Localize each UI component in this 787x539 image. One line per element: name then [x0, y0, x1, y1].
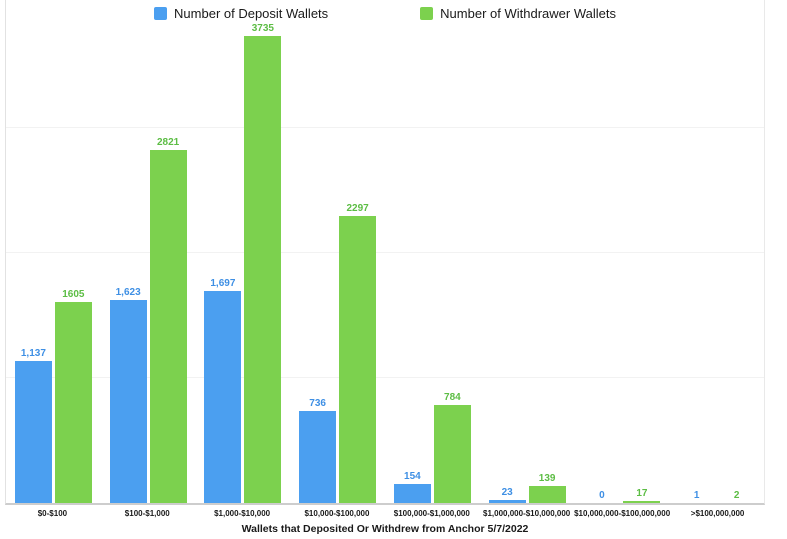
- bar-value-label: 0: [599, 490, 605, 501]
- plot-area: 1,137 1605 1,623 2821 1,697 3735 736 2297 154 784…: [5, 0, 765, 505]
- legend-item-deposit: Number of Deposit Wallets: [154, 6, 328, 21]
- deposit-bar-column: 1,137: [14, 348, 52, 503]
- bar-group: 1,137 1605: [6, 0, 101, 503]
- gridline: [6, 377, 764, 378]
- deposit-bar: [109, 300, 147, 503]
- bar-groups: 1,137 1605 1,623 2821 1,697 3735 736 2297 154 784…: [6, 0, 764, 503]
- withdrawer-bar-column: 3735: [244, 23, 282, 503]
- gridline: [6, 127, 764, 128]
- deposit-bar: [488, 500, 526, 503]
- deposit-bar: [393, 484, 431, 503]
- withdrawer-bar: [54, 302, 92, 503]
- deposit-bar: [299, 411, 337, 503]
- x-axis-category-label: $1,000-$10,000: [214, 509, 271, 518]
- x-axis-category-label: $10,000,000-$100,000,000: [574, 509, 671, 518]
- bar-value-label: 2: [733, 490, 740, 501]
- bar-value-label: 3735: [251, 23, 274, 34]
- withdrawer-bar-column: 139: [528, 473, 566, 503]
- deposit-bar: [14, 361, 52, 503]
- x-axis-labels: $0-$100 $100-$1,000 $1,000-$10,000 $10,000-…: [5, 509, 765, 518]
- bar-value-label: 1,137: [20, 348, 46, 359]
- x-axis-category-label: >$100,000,000: [690, 509, 745, 518]
- bar-value-label: 17: [636, 488, 648, 499]
- bar-value-label: 2297: [346, 203, 369, 214]
- bar-value-label: 736: [309, 398, 326, 409]
- bar-value-label: 1,623: [115, 287, 141, 298]
- withdrawer-bar-column: 784: [433, 392, 471, 503]
- bar-group: 736 2297: [290, 0, 385, 503]
- deposit-legend-swatch: [154, 7, 168, 20]
- withdrawer-bar-column: 2: [718, 490, 755, 503]
- deposit-bar-column: 1,697: [204, 278, 242, 503]
- x-axis-category-label: $100,000-$1,000,000: [393, 509, 470, 518]
- deposit-bar-column: 1: [678, 490, 715, 503]
- withdrawer-bar: [623, 501, 661, 503]
- deposit-bar: [204, 291, 242, 503]
- bar-value-label: 139: [538, 473, 556, 484]
- bar-group: 1,623 2821: [101, 0, 196, 503]
- bar-group: 1,697 3735: [196, 0, 291, 503]
- x-axis-category-label: $0-$100: [37, 509, 68, 518]
- bar-value-label: 1605: [62, 289, 85, 300]
- withdrawer-bar: [528, 486, 566, 503]
- deposit-legend-label: Number of Deposit Wallets: [174, 6, 329, 21]
- bar-value-label: 784: [444, 392, 461, 403]
- bar-value-label: 23: [501, 487, 513, 498]
- withdrawer-bar-column: 2821: [149, 137, 187, 503]
- legend: Number of Deposit Wallets Number of With…: [5, 6, 765, 21]
- gridline: [6, 252, 764, 253]
- bar-value-label: 1,697: [210, 278, 236, 289]
- withdrawer-legend-label: Number of Withdrawer Wallets: [440, 6, 616, 21]
- withdrawer-bar: [149, 150, 187, 503]
- deposit-bar-column: 736: [299, 398, 337, 503]
- deposit-bar-column: 154: [393, 471, 431, 503]
- deposit-bar-column: 1,623: [109, 287, 147, 503]
- withdrawer-bar: [339, 216, 377, 503]
- withdrawer-bar-column: 1605: [54, 289, 92, 503]
- bar-value-label: 2821: [157, 137, 180, 148]
- bar-value-label: 1: [693, 490, 700, 501]
- bar-group: 23 139: [480, 0, 575, 503]
- withdrawer-bar-column: 2297: [339, 203, 377, 503]
- legend-item-withdrawer: Number of Withdrawer Wallets: [420, 6, 616, 21]
- withdrawer-bar: [244, 36, 282, 503]
- withdrawer-legend-swatch: [420, 7, 434, 20]
- x-axis-category-label: $100-$1,000: [124, 509, 170, 518]
- withdrawer-bar: [433, 405, 471, 503]
- deposit-bar-column: 0: [583, 490, 620, 503]
- x-axis-title: Wallets that Deposited Or Withdrew from …: [241, 523, 529, 535]
- withdrawer-bar-column: 17: [623, 488, 661, 503]
- deposit-bar-column: 23: [488, 487, 526, 503]
- bar-value-label: 154: [404, 471, 421, 482]
- bar-group: 154 784: [385, 0, 480, 503]
- bar-group: 0 17: [575, 0, 670, 503]
- x-axis-category-label: $10,000-$100,000: [304, 509, 370, 518]
- x-axis-category-label: $1,000,000-$10,000,000: [483, 509, 571, 518]
